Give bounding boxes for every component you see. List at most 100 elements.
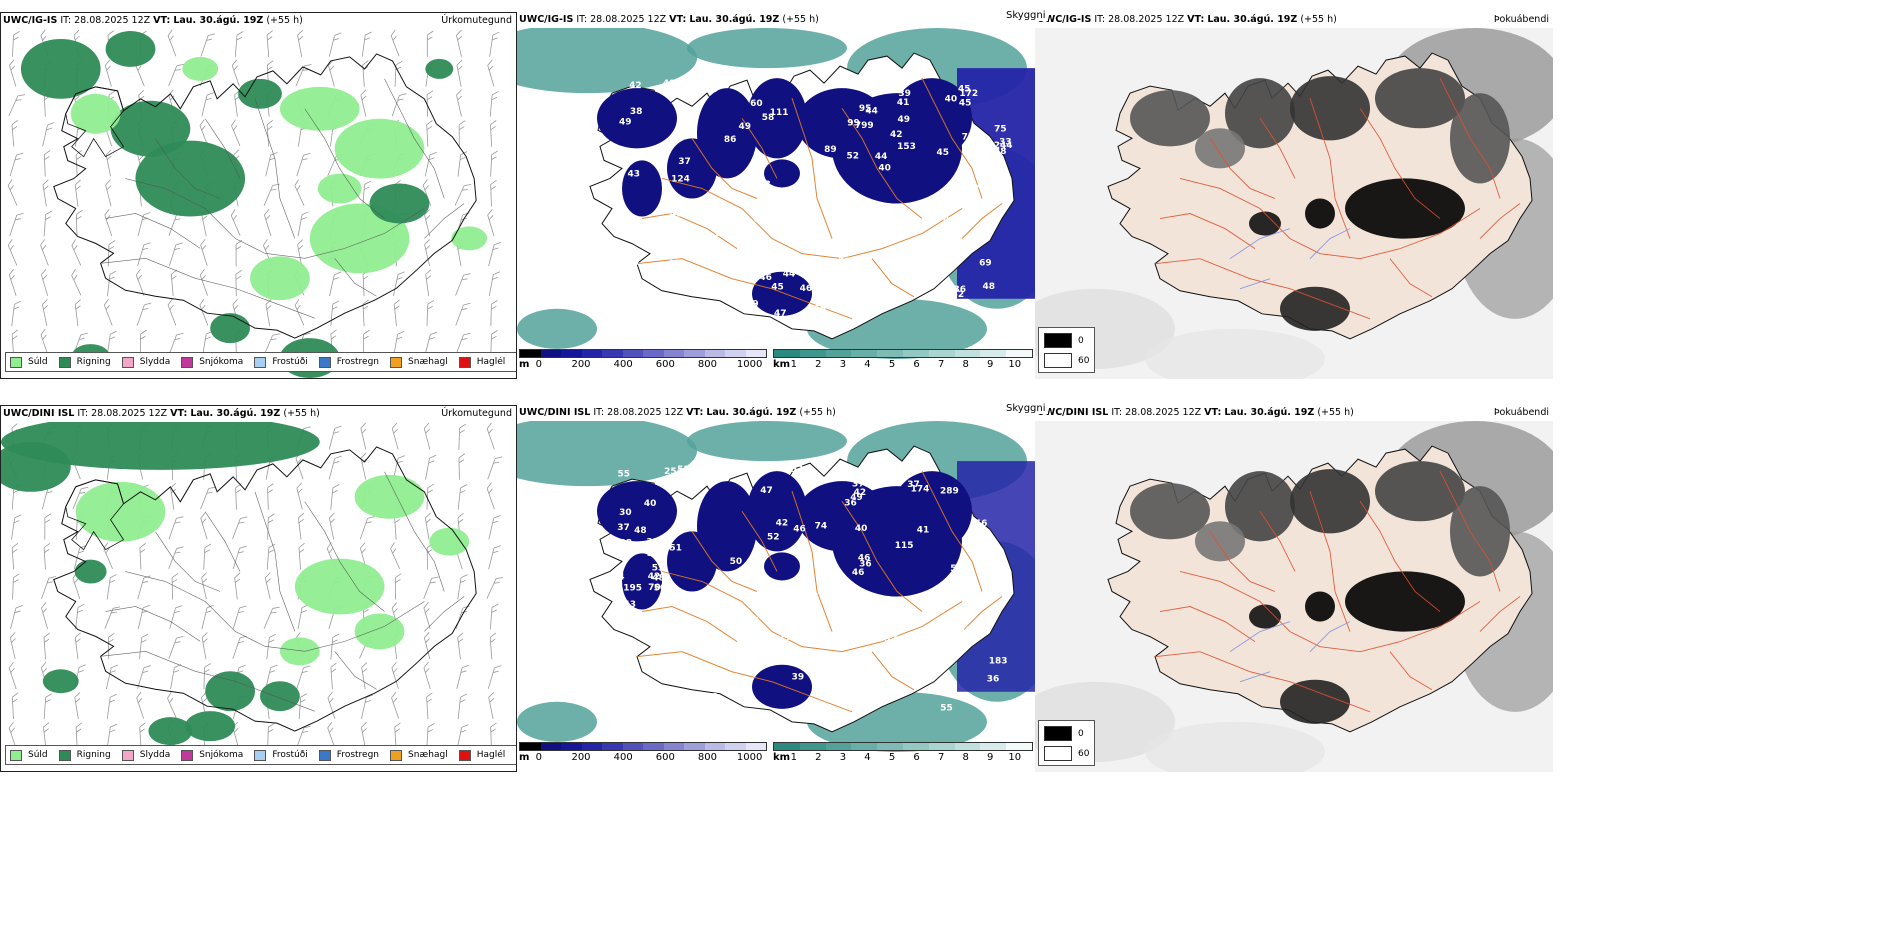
visibility-label: 108: [770, 203, 789, 213]
legend-swatch: [318, 356, 331, 368]
visibility-label: 49: [619, 117, 632, 127]
legend-label: Snæhagl: [408, 357, 448, 367]
cloud-legend-label: 60: [1078, 355, 1090, 366]
colorbar-swatch: [877, 743, 903, 750]
visibility-label: 57: [950, 564, 963, 574]
legend-swatch: [254, 749, 267, 761]
colorbar-swatch: [928, 743, 955, 750]
visibility-label: 53: [652, 563, 665, 573]
visibility-label: 230: [728, 287, 747, 297]
legend-item: Snæhagl: [390, 356, 448, 368]
visibility-label: 53: [706, 692, 719, 702]
height-colorbar: m 0 200 400 600 800 1000: [519, 742, 767, 766]
colorbar-tick: 400: [613, 752, 633, 763]
visibility-label: 42: [890, 130, 903, 140]
legend-swatch: [318, 749, 331, 761]
colorbar-tick: 1: [790, 359, 797, 370]
legend-swatch: [121, 356, 134, 368]
colorbar-swatch: [954, 743, 981, 750]
colorbar-tick: 10: [1008, 359, 1022, 370]
visibility-label: 48: [652, 573, 665, 583]
legend-swatch: [58, 356, 71, 368]
visibility-label: 36: [844, 499, 857, 509]
visibility-label: 43: [628, 170, 641, 180]
visibility-label: 70: [836, 261, 849, 271]
cloud-panel-row1: UWC/IG-IS IT: 28.08.2025 12Z VT: Lau. 30…: [1035, 12, 1553, 379]
visibility-label: 49: [850, 493, 863, 503]
legend-swatch: [254, 356, 267, 368]
visibility-label: 33: [647, 549, 660, 559]
colorbar-tick: 2: [815, 752, 822, 763]
visibility-label: 45: [771, 282, 784, 292]
visibility-label: 52: [767, 532, 780, 542]
colorbar-tick: 800: [697, 359, 718, 370]
visibility-label: 74: [815, 522, 828, 532]
visibility-label: 38: [994, 147, 1007, 157]
legend-swatch: [390, 356, 403, 368]
visibility-label: 53: [791, 465, 804, 475]
visibility-label: 30: [619, 508, 632, 518]
colorbar-swatch: [643, 350, 664, 357]
visibility-label: 48: [983, 282, 996, 292]
legend-item: Snjókoma: [181, 356, 243, 368]
visibility-label: 45: [959, 626, 972, 636]
visibility-label: 40: [855, 524, 868, 534]
cloud-map-svg: [1035, 28, 1553, 379]
visibility-label: 195: [623, 584, 642, 594]
cloud-map: [1035, 421, 1553, 772]
visibility-label: 177: [779, 633, 798, 643]
visibility-label: 69: [695, 82, 708, 92]
visibility-label: 47: [760, 486, 773, 496]
colorbar-tick: 0: [535, 359, 543, 370]
colorbar-swatch: [851, 350, 878, 357]
legend-item: Frostregn: [318, 749, 379, 761]
colorbar-swatch: [799, 350, 826, 357]
legend-swatch: [458, 356, 471, 368]
visibility-label: 42: [798, 231, 811, 241]
visibility-label: 46: [793, 525, 806, 535]
visibility-map-svg: 5342314336535552444837464236353744484737…: [517, 421, 1035, 772]
visibility-map: 799 111 247 219 244 124 153 89 119 44 29 42 69 38 42 36…: [517, 28, 1035, 379]
colorbar-swatch: [851, 743, 878, 750]
legend-item: Frostúði: [254, 356, 308, 368]
visibility-label: 44: [612, 573, 625, 583]
legend-swatch: [181, 749, 194, 761]
visibility-label: 44: [783, 270, 796, 280]
visibility-label: 41: [917, 526, 930, 536]
visibility-label: 55: [618, 470, 631, 480]
legend-label: Haglél: [476, 750, 506, 760]
colorbar-swatch: [745, 743, 766, 750]
cloud-map-svg: [1035, 421, 1553, 772]
colorbar-swatch: [877, 350, 903, 357]
visibility-label: 38: [766, 222, 779, 232]
visibility-label: 42: [648, 572, 661, 582]
colorbar-tick: 200: [571, 359, 591, 370]
visibility-label: 48: [620, 539, 633, 549]
visibility-label: 72: [962, 132, 975, 142]
cloud-legend-swatch: [1044, 353, 1072, 368]
colorbar-swatch: [954, 350, 981, 357]
legend-item: Snjókoma: [181, 749, 243, 761]
visibility-label: 87: [941, 206, 954, 216]
visibility-label: 70: [648, 583, 661, 593]
cloud-legend: 0 60: [1038, 327, 1095, 373]
visibility-label: 67: [931, 265, 944, 275]
visibility-label: 52: [846, 151, 859, 161]
visibility-label: 46: [858, 553, 871, 563]
visibility-panel-row1: UWC/IG-IS IT: 28.08.2025 12Z VT: Lau. 30…: [517, 12, 1035, 379]
cloud-legend-item: 0: [1044, 726, 1094, 741]
colorbar-unit: m: [519, 359, 530, 370]
visibility-label: 39: [898, 89, 911, 99]
legend-label: Slydda: [139, 357, 171, 367]
visibility-label: 111: [770, 108, 789, 118]
visibility-label: 49: [898, 115, 911, 125]
visibility-label: 219: [834, 280, 853, 290]
visibility-label: 39: [792, 672, 805, 682]
cloud-legend-label: 0: [1078, 335, 1084, 346]
colorbar-swatch: [774, 743, 800, 750]
visibility-label: 31: [646, 538, 659, 548]
visibility-colorbar: km 1 2 3 4 5 6 7 8 9 10: [773, 742, 1033, 766]
visibility-label: 53: [715, 229, 728, 239]
visibility-label: 244: [994, 141, 1013, 151]
colorbar-tick: 10: [1008, 752, 1022, 763]
